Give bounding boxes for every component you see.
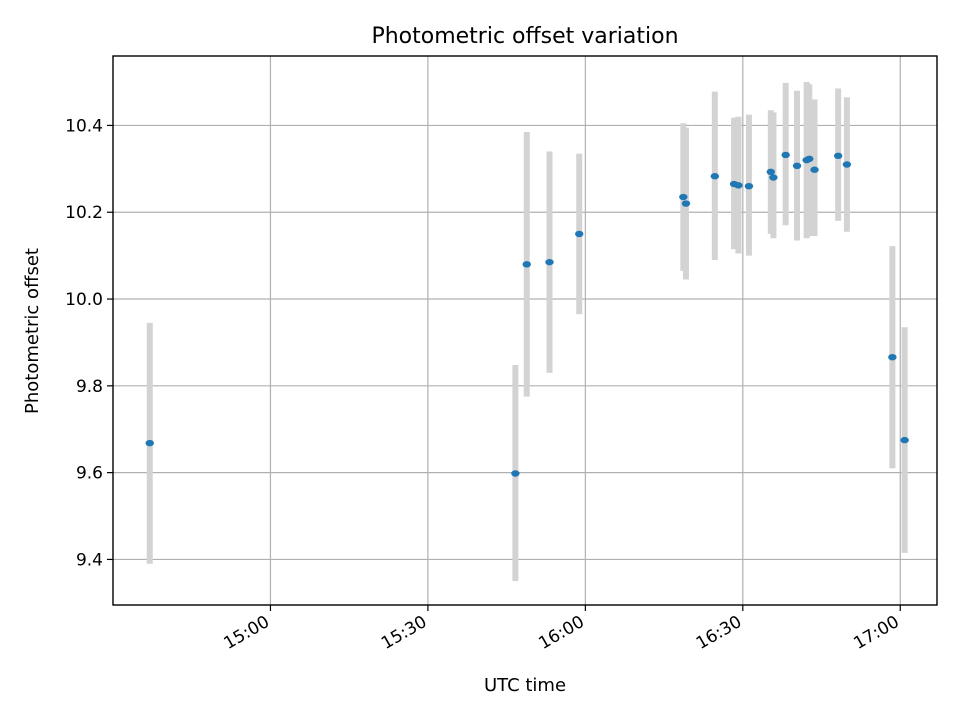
data-point bbox=[511, 470, 520, 477]
data-point bbox=[810, 166, 819, 173]
y-axis-label: Photometric offset bbox=[22, 248, 43, 414]
data-point bbox=[792, 162, 802, 169]
data-point bbox=[842, 161, 852, 168]
data-point bbox=[833, 152, 843, 160]
y-tick-label: 10.4 bbox=[65, 116, 103, 136]
x-axis-ticks: 15:00 15:30 16:00 16:30 17:00 bbox=[221, 605, 903, 654]
y-axis-ticks: 9.4 9.6 9.8 10.0 10.2 10.4 bbox=[65, 116, 113, 570]
x-tick-label: 15:00 bbox=[221, 612, 273, 654]
x-tick-label: 17:00 bbox=[850, 612, 902, 654]
data-point bbox=[545, 258, 554, 266]
y-tick-label: 9.6 bbox=[76, 464, 103, 484]
data-points bbox=[145, 151, 909, 477]
x-tick-label: 16:00 bbox=[535, 612, 587, 654]
data-point bbox=[766, 168, 776, 176]
data-point bbox=[888, 353, 897, 361]
data-point bbox=[679, 193, 688, 201]
x-tick-label: 15:30 bbox=[378, 612, 430, 654]
data-point bbox=[734, 182, 743, 189]
y-tick-label: 10.2 bbox=[65, 203, 103, 223]
chart-title: Photometric offset variation bbox=[371, 24, 678, 49]
data-point bbox=[805, 155, 814, 163]
data-point bbox=[145, 439, 154, 447]
data-point bbox=[522, 261, 531, 268]
data-point bbox=[769, 174, 778, 181]
y-tick-label: 9.8 bbox=[76, 377, 103, 397]
y-tick-label: 9.4 bbox=[76, 550, 103, 570]
plot-frame bbox=[112, 55, 938, 606]
x-axis-label: UTC time bbox=[484, 675, 566, 696]
y-tick-label: 10.0 bbox=[65, 290, 103, 310]
data-point bbox=[900, 436, 909, 444]
data-point bbox=[575, 230, 584, 238]
data-point bbox=[710, 173, 720, 180]
data-point bbox=[681, 200, 691, 207]
x-tick-label: 16:30 bbox=[693, 612, 745, 654]
data-point bbox=[744, 182, 754, 190]
data-point bbox=[781, 151, 790, 159]
error-bars bbox=[146, 82, 908, 582]
